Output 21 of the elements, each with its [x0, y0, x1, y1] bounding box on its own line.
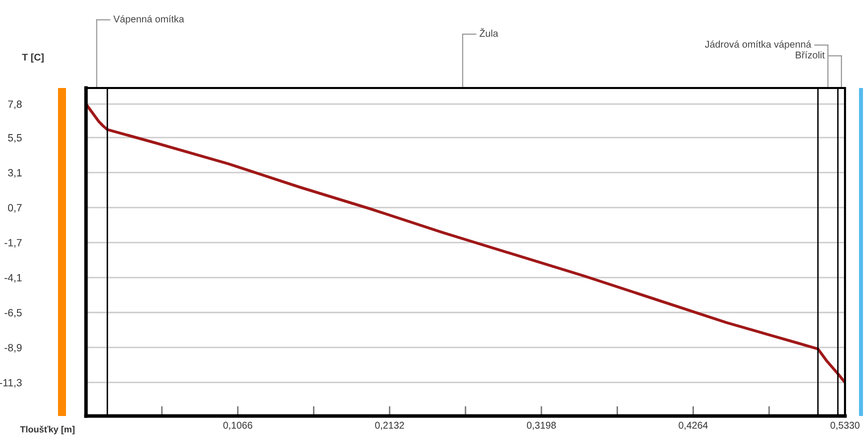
y-tick-label: 3,1 [8, 169, 22, 178]
line-series [86, 102, 845, 384]
y-tick-label: -4,1 [4, 274, 22, 283]
text: Vápenná omítka [113, 15, 184, 24]
y-tick-label: 7,8 [8, 100, 22, 110]
text: Břízolit [796, 51, 825, 58]
x-tick-label: 0,2132 [375, 422, 404, 430]
text: Žula [480, 28, 498, 37]
x-tick-label: 0,1066 [223, 422, 252, 430]
x-tick-label: 0,4264 [678, 422, 708, 430]
y-tick-label: -8,9 [4, 344, 22, 353]
y-tick-label: 0,7 [8, 204, 22, 213]
y-axis-title: T [C] [22, 53, 44, 63]
y-tick-label: 5,5 [8, 134, 22, 143]
x-tick-label: 0,5330 [830, 422, 860, 430]
text: Jádrová omítka vápenná [704, 40, 812, 50]
y-tick-label: -6,5 [4, 309, 22, 318]
y-tick-label: -1,7 [4, 239, 22, 248]
y-tick-label: -11,3 [0, 378, 22, 388]
x-axis-title: Tloušťky [m] [20, 426, 74, 434]
x-tick-label: 0,3198 [526, 422, 556, 430]
